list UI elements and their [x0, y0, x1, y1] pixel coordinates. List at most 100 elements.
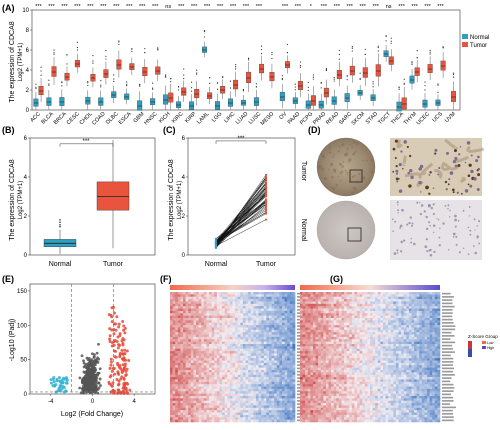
heat-cell — [263, 292, 267, 295]
heat-cell — [268, 388, 272, 392]
heat-cell — [289, 407, 293, 411]
heat-cell — [237, 400, 241, 404]
heat-cell — [287, 348, 291, 352]
heat-cell — [248, 412, 252, 416]
nucleus — [433, 231, 435, 234]
heat-cell — [263, 353, 267, 357]
heat-cell — [253, 313, 257, 316]
stained-nucleus — [392, 147, 396, 151]
heat-cell — [180, 346, 184, 350]
heat-cell — [325, 325, 329, 328]
heat-cell — [250, 303, 254, 307]
box-normal-outlier — [320, 87, 322, 89]
heat-cell — [276, 332, 280, 335]
heat-cell — [253, 388, 257, 392]
box-normal-outlier — [398, 86, 400, 88]
heat-cell — [245, 294, 249, 298]
heat-cell — [242, 414, 246, 418]
heat-cell — [287, 308, 291, 312]
heat-cell — [274, 306, 278, 309]
heat-cell — [274, 367, 278, 371]
panel-g: (G) Z-Score Group Low High — [300, 274, 498, 423]
heat-cell — [172, 306, 176, 309]
heat-cell — [214, 396, 218, 399]
heat-cell — [253, 299, 257, 302]
heat-cell — [289, 396, 293, 399]
box-normal-outlier — [294, 86, 296, 88]
heat-cell — [224, 396, 228, 399]
heat-cell — [274, 419, 278, 423]
heat-cell — [305, 296, 309, 300]
heat-cell — [406, 303, 410, 307]
heat-cell — [198, 403, 202, 406]
heat-cell — [266, 412, 270, 416]
heat-cell — [242, 325, 246, 328]
tumor-point — [264, 173, 268, 176]
heat-cell — [385, 322, 389, 326]
heat-cell — [185, 400, 189, 404]
heat-cell — [180, 322, 184, 326]
heat-cell — [274, 351, 278, 354]
heat-cell — [232, 372, 236, 376]
heat-cell — [180, 370, 184, 373]
heat-cell — [305, 303, 309, 307]
heat-cell — [196, 344, 199, 347]
heat-cell — [209, 365, 212, 368]
heat-cell — [172, 396, 176, 399]
heat-cell — [261, 407, 265, 411]
heat-cell — [242, 327, 246, 331]
heat-cell — [261, 339, 265, 342]
heat-cell — [393, 294, 397, 298]
heat-cell — [180, 360, 184, 364]
heat-cell — [237, 355, 241, 359]
heat-cell — [177, 398, 181, 402]
box-normal-outlier — [100, 84, 102, 86]
heat-cell — [175, 365, 179, 368]
heat-cell — [284, 296, 288, 300]
heat-cell — [196, 379, 199, 383]
heat-cell — [219, 374, 223, 378]
heat-cell — [424, 318, 428, 321]
heat-cell — [406, 320, 410, 324]
heat-cell — [323, 310, 327, 314]
heat-cell — [235, 407, 239, 411]
y-tick-label: 0 — [24, 253, 28, 259]
heat-cell — [240, 320, 244, 324]
heat-cell — [331, 306, 335, 309]
heat-cell — [222, 384, 225, 387]
box-normal-box — [253, 97, 259, 106]
heat-cell — [229, 419, 233, 423]
heat-cell — [209, 393, 212, 397]
heat-cell — [183, 346, 186, 350]
heat-cell — [237, 336, 241, 340]
normal-point — [214, 244, 218, 247]
heat-cell — [382, 322, 386, 326]
x-tick-label: PRAD — [312, 111, 327, 126]
heat-cell — [185, 374, 189, 378]
heat-cell — [245, 365, 249, 368]
heat-cell — [276, 374, 280, 378]
heat-cell — [175, 405, 179, 409]
heat-cell — [255, 320, 259, 324]
heat-cell — [274, 365, 278, 368]
heat-cell — [406, 294, 410, 298]
box-normal-box — [305, 100, 311, 109]
heat-cell — [242, 320, 246, 324]
heat-cell — [253, 391, 257, 394]
heat-cell — [318, 306, 322, 309]
heat-cell — [307, 303, 311, 307]
heat-cell — [287, 403, 291, 406]
heat-cell — [315, 303, 319, 307]
heat-cell — [177, 336, 181, 340]
heat-cell — [255, 400, 259, 404]
heat-cell — [188, 377, 192, 380]
heat-cell — [183, 334, 186, 338]
heat-cell — [224, 407, 228, 411]
heat-cell — [245, 372, 249, 376]
heat-cell — [177, 403, 181, 406]
heat-cell — [250, 384, 254, 387]
heat-cell — [390, 299, 394, 302]
stained-nucleus — [477, 173, 481, 177]
heat-cell — [250, 306, 254, 309]
box-tumor-box — [440, 60, 446, 71]
